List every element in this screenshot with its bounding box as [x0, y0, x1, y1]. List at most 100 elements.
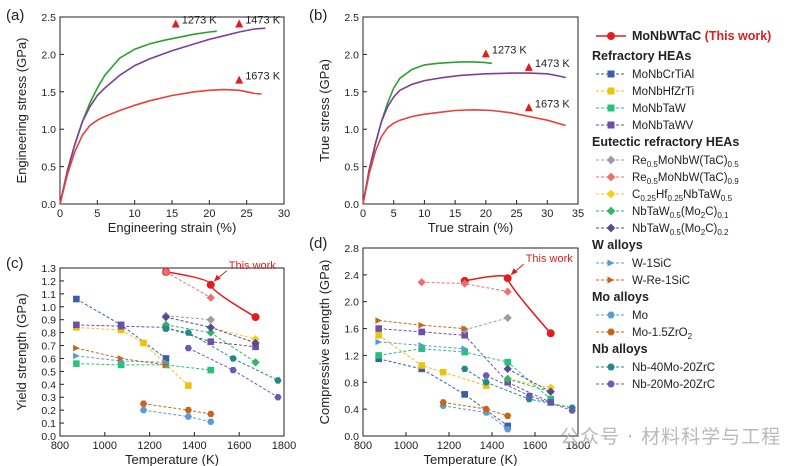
this-work-arrowhead [510, 268, 518, 276]
legend-item-label: NbTaW0.5(Mo2C)0.1 [632, 206, 729, 220]
x-tick-label: 1800 [566, 440, 590, 452]
legend-group-title: W alloys [592, 238, 643, 252]
legend-marker [606, 223, 616, 233]
y-tick-label: 0.5 [344, 162, 359, 174]
series-line [188, 347, 279, 398]
legend-item-label: Mo-1.5ZrO2 [632, 327, 693, 341]
y-tick-label: 0.2 [41, 405, 56, 417]
x-tick-label: 800 [354, 440, 372, 452]
series-line [143, 403, 211, 415]
legend-marker [607, 104, 615, 112]
data-point [375, 338, 382, 346]
y-tick-label: 1.6 [344, 324, 359, 336]
data-point [206, 323, 215, 332]
data-point [117, 355, 125, 362]
x-tick-label: 1200 [437, 440, 461, 452]
x-tick-label: 0 [57, 208, 63, 220]
data-point [375, 331, 382, 339]
temperature-marker [235, 19, 244, 28]
series-line [165, 328, 279, 381]
x-tick-label: 30 [541, 208, 553, 220]
y-tick-label: 0.1 [41, 418, 56, 430]
data-point [207, 338, 215, 345]
legend-marker [607, 380, 615, 388]
legend-marker [606, 155, 616, 165]
data-point [503, 287, 512, 296]
temperature-marker [171, 19, 180, 28]
y-tick-label: 2.0 [344, 297, 359, 309]
data-point [504, 358, 511, 366]
series-line [165, 315, 211, 321]
legend-item-label: MoNbTaWV [632, 120, 694, 132]
data-point [504, 422, 511, 430]
x-axis-label: True strain (%) [428, 220, 513, 235]
legend-marker [607, 276, 615, 284]
series-line [443, 401, 508, 417]
y-tick-label: 1.2 [41, 276, 56, 288]
data-point [274, 377, 282, 384]
temperature-label: 1473 K [245, 14, 281, 26]
data-point [482, 379, 490, 386]
y-tick-label: 0.7 [41, 341, 56, 353]
data-point [117, 326, 125, 334]
x-tick-label: 1200 [137, 440, 161, 452]
data-point [73, 295, 80, 303]
x-tick-label: 35 [572, 208, 584, 220]
panel-label: (c) [6, 255, 24, 272]
legend-item-label: Re0.5MoNbW(TaC)0.5 [632, 155, 739, 169]
temperature-marker [235, 75, 244, 84]
data-point [140, 339, 147, 347]
data-point [482, 372, 490, 379]
series-line [378, 358, 508, 427]
panel-label: (b) [309, 7, 327, 24]
x-tick-label: 5 [391, 208, 397, 220]
legend-item-label: MoNbHfZrTi [632, 86, 694, 98]
y-tick-label: 0.4 [41, 379, 56, 391]
x-tick-label: 20 [480, 208, 492, 220]
x-axis-label: Temperature (K) [125, 452, 219, 466]
plot-frame [362, 16, 579, 205]
y-tick-label: 2.4 [344, 270, 359, 282]
data-point [162, 355, 170, 362]
series-line [421, 281, 508, 293]
data-point [503, 313, 512, 322]
panel-4: 800 1000 1200 1400 1600 1800 0.0 0.4 0.8 1.2 1.6 2.… [309, 235, 590, 466]
curve-1273K [362, 61, 493, 205]
y-tick-label: 1.0 [41, 124, 56, 136]
data-point [482, 382, 490, 389]
curve-1673K [362, 108, 566, 205]
data-point [439, 368, 447, 376]
legend-item-label: NbTaW0.5(Mo2C)0.2 [632, 223, 729, 237]
y-tick-label: 0.0 [41, 431, 56, 443]
curve-1473K [59, 27, 266, 205]
data-point [162, 325, 170, 332]
data-point [207, 418, 215, 425]
data-point [418, 328, 425, 336]
data-point [461, 348, 468, 356]
legend-item-label: Nb-40Mo-20ZrC [632, 362, 715, 374]
data-point [161, 267, 171, 277]
legend-item-label: Re0.5MoNbW(TaC)0.9 [632, 172, 739, 186]
data-point [73, 360, 80, 367]
series-line [378, 341, 465, 350]
panel-1: 0 5 10 15 20 25 30 0.0 0.5 1.0 1.5 2.0 2.5 Engineerin… [6, 7, 290, 235]
x-tick-label: 20 [203, 208, 215, 220]
legend-group-title: Nb alloys [592, 342, 648, 356]
y-axis-label: Engineering stress (GPa) [14, 38, 29, 184]
y-tick-label: 0.5 [41, 366, 56, 378]
data-point [251, 313, 260, 322]
y-tick-label: 2.8 [344, 243, 359, 255]
legend-marker [607, 87, 615, 95]
data-point [117, 361, 125, 369]
data-point [461, 391, 468, 398]
data-point [251, 338, 260, 348]
series-line [76, 326, 189, 386]
x-axis-label: Temperature (K) [424, 452, 518, 466]
series-line [507, 368, 551, 393]
data-point [184, 407, 192, 414]
temperature-label: 1673 K [535, 98, 571, 110]
y-tick-label: 0.4 [344, 404, 359, 416]
data-point [139, 400, 148, 407]
legend-marker [607, 328, 615, 336]
x-tick-label: 1600 [523, 440, 547, 452]
